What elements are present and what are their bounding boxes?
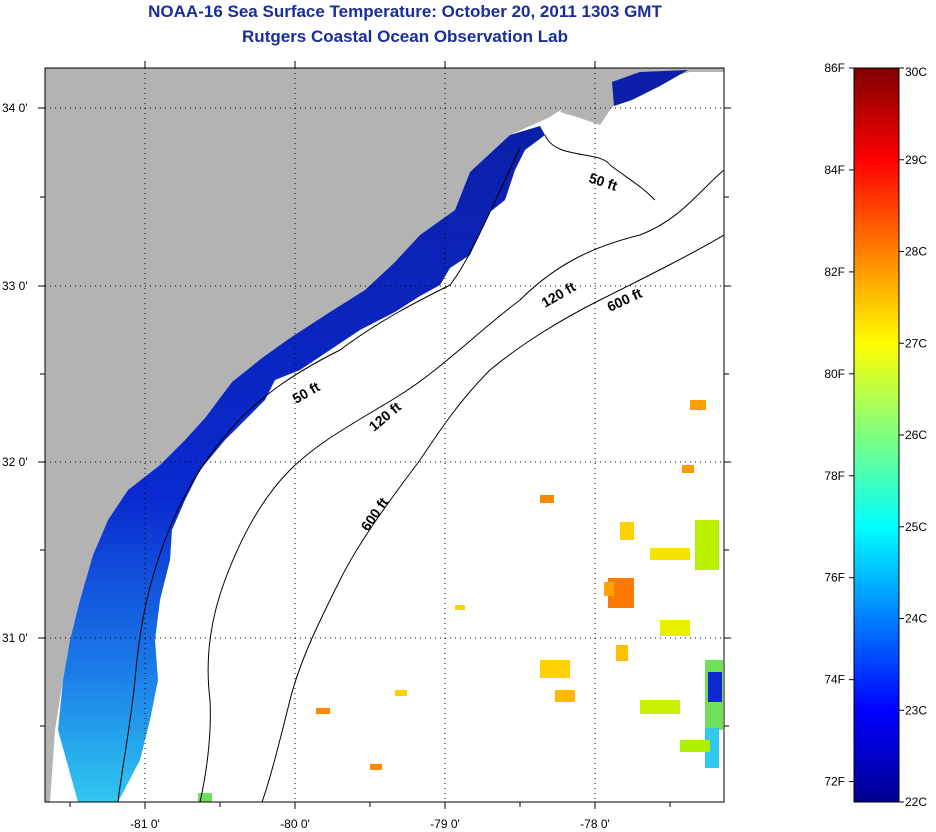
map-area	[45, 68, 724, 802]
land-mass	[45, 68, 590, 802]
fahrenheit-label: 82F	[824, 265, 845, 279]
contour-600ft	[261, 234, 724, 802]
lon-tick-80: -80 0'	[280, 817, 310, 831]
fahrenheit-label: 76F	[824, 571, 845, 585]
fahrenheit-label: 86F	[824, 61, 845, 75]
map-subtitle: Rutgers Coastal Ocean Observation Lab	[242, 27, 568, 46]
fahrenheit-label: 74F	[824, 673, 845, 687]
lat-tick-33: 33 0'	[2, 279, 28, 293]
map-frame	[44, 67, 725, 803]
colorbar-fahrenheit-ticks: 86F 84F 82F 80F 78F 76F 74F 72F	[824, 61, 854, 789]
celsius-label: 25C	[905, 520, 927, 534]
offshore-sst-pixels	[198, 400, 723, 802]
celsius-label: 23C	[905, 703, 927, 717]
celsius-label: 27C	[905, 336, 927, 350]
fahrenheit-label: 72F	[824, 775, 845, 789]
lat-tick-32: 32 0'	[2, 455, 28, 469]
colorbar	[853, 67, 900, 803]
contour-120ft	[199, 169, 724, 802]
celsius-label: 28C	[905, 245, 927, 259]
celsius-label: 29C	[905, 153, 927, 167]
frame-ticks	[38, 61, 731, 809]
coastal-sst-band	[58, 126, 545, 802]
lon-tick-81: -81 0'	[130, 817, 160, 831]
contour-50ft	[117, 134, 656, 802]
coastal-sst-north	[612, 70, 688, 106]
celsius-label: 26C	[905, 428, 927, 442]
celsius-label: 30C	[905, 65, 927, 79]
map-grid	[45, 68, 724, 802]
lat-tick-34: 34 0'	[2, 101, 28, 115]
map-title: NOAA-16 Sea Surface Temperature: October…	[148, 2, 662, 21]
celsius-label: 24C	[905, 612, 927, 626]
fahrenheit-label: 78F	[824, 469, 845, 483]
lat-tick-31: 31 0'	[2, 631, 28, 645]
lon-tick-79: -79 0'	[430, 817, 460, 831]
fahrenheit-label: 84F	[824, 163, 845, 177]
land-mass-north	[560, 68, 724, 125]
fahrenheit-label: 80F	[824, 367, 845, 381]
celsius-label: 22C	[905, 795, 927, 809]
colorbar-celsius-ticks: 30C 29C 28C 27C 26C 25C 24C 23C 22C	[899, 65, 927, 809]
lon-tick-78: -78 0'	[580, 817, 610, 831]
